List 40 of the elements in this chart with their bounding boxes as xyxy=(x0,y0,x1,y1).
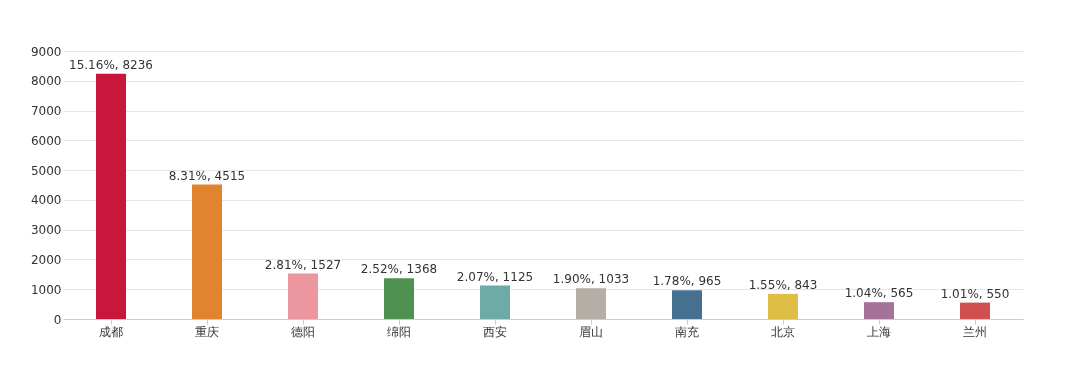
data-label: 2.07%, 1125 xyxy=(456,269,534,284)
x-tick-label: 北京 xyxy=(771,324,795,339)
data-label: 2.52%, 1368 xyxy=(360,262,438,277)
x-tick-label: 西安 xyxy=(483,324,507,339)
y-tick-label: 1000 xyxy=(30,282,62,297)
y-tick-label: 7000 xyxy=(30,104,62,119)
bar xyxy=(864,302,894,319)
y-tick-label: 6000 xyxy=(30,133,62,148)
data-label: 1.01%, 550 xyxy=(940,286,1010,301)
data-label: 1.04%, 565 xyxy=(844,286,914,301)
y-tick-label: 4000 xyxy=(30,193,62,208)
data-label: 1.55%, 843 xyxy=(748,277,818,292)
data-label: 15.16%, 8236 xyxy=(69,57,153,72)
x-tick-label: 眉山 xyxy=(579,324,603,339)
data-label: 8.31%, 4515 xyxy=(168,168,246,183)
bar xyxy=(384,278,414,319)
x-tick-label: 重庆 xyxy=(195,324,219,339)
y-tick-label: 8000 xyxy=(30,74,62,89)
data-label: 1.90%, 1033 xyxy=(552,272,630,287)
y-tick-label: 2000 xyxy=(30,252,62,267)
bar xyxy=(480,285,510,319)
bar xyxy=(672,290,702,319)
y-tick-label: 3000 xyxy=(30,223,62,238)
bar xyxy=(768,293,798,319)
y-tick-label: 0 xyxy=(53,312,62,327)
bar xyxy=(576,288,606,319)
y-tick-label: 5000 xyxy=(30,163,62,178)
bar xyxy=(960,302,990,319)
x-tick-label: 兰州 xyxy=(963,324,987,339)
bar xyxy=(96,73,126,319)
x-tick-label: 德阳 xyxy=(291,324,315,339)
bar xyxy=(288,273,318,319)
x-tick-label: 绵阳 xyxy=(387,324,411,339)
data-label: 1.78%, 965 xyxy=(652,274,722,289)
x-tick-label: 南充 xyxy=(675,324,699,339)
data-label: 2.81%, 1527 xyxy=(264,257,342,272)
y-tick-label: 9000 xyxy=(30,44,62,59)
x-tick-label: 成都 xyxy=(99,324,123,339)
bar xyxy=(192,184,222,319)
x-tick-label: 上海 xyxy=(867,324,891,339)
